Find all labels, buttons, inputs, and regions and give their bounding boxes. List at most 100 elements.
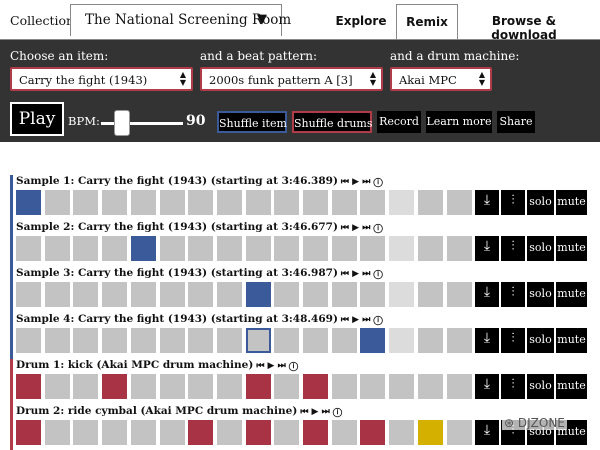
shuffle-drums-button[interactable]: Shuffle drums (292, 111, 373, 133)
step-cell[interactable] (303, 190, 328, 215)
step-cell[interactable] (274, 374, 300, 399)
step-cell[interactable] (274, 190, 300, 215)
step-cell[interactable] (130, 328, 156, 353)
step-cell[interactable] (102, 420, 128, 445)
step-cell[interactable] (245, 190, 271, 215)
step-cell[interactable] (44, 282, 70, 307)
tab-browse-download[interactable]: Browse & download (491, 14, 557, 42)
step-cell[interactable] (16, 374, 41, 399)
step-cell[interactable] (73, 374, 99, 399)
step-cell[interactable] (389, 420, 415, 445)
download-icon[interactable]: ⤓ (475, 282, 499, 307)
step-cell[interactable] (44, 236, 70, 261)
step-cell[interactable] (303, 282, 328, 307)
step-cell[interactable] (389, 328, 415, 353)
step-cell[interactable] (188, 420, 214, 445)
step-cell[interactable] (159, 282, 185, 307)
step-cell[interactable] (245, 374, 271, 399)
step-cell[interactable] (446, 190, 472, 215)
step-cell[interactable] (216, 282, 242, 307)
step-cell[interactable] (73, 420, 99, 445)
solo-button[interactable]: solo (527, 328, 554, 353)
step-cell[interactable] (331, 190, 357, 215)
transport-controls-icon[interactable]: ⏮ ▶ ⏭ ⓘ (340, 177, 383, 187)
step-cell[interactable] (417, 328, 443, 353)
step-cell[interactable] (188, 328, 214, 353)
step-cell[interactable] (216, 190, 242, 215)
mixer-icon[interactable]: ⫶ (501, 282, 525, 307)
bpm-slider-thumb[interactable] (113, 110, 130, 136)
mute-button[interactable]: mute (556, 282, 587, 307)
collection-dropdown[interactable]: The National Screening Room ▼ (70, 4, 291, 36)
step-cell[interactable] (102, 190, 128, 215)
mute-button[interactable]: mute (556, 328, 587, 353)
step-cell[interactable] (331, 420, 357, 445)
step-cell[interactable] (360, 374, 386, 399)
step-cell[interactable] (159, 236, 185, 261)
transport-controls-icon[interactable]: ⏮ ▶ ⏭ ⓘ (340, 223, 383, 233)
step-cell[interactable] (303, 328, 328, 353)
step-cell[interactable] (102, 236, 128, 261)
play-button[interactable]: Play (10, 102, 64, 136)
mute-button[interactable]: mute (556, 374, 587, 399)
learn-more-button[interactable]: Learn more (426, 111, 492, 133)
machine-select[interactable]: Akai MPC ▲ ▼ (390, 67, 492, 91)
tab-remix[interactable]: Remix (396, 4, 458, 40)
step-cell[interactable] (102, 374, 128, 399)
step-cell[interactable] (216, 420, 242, 445)
step-cell[interactable] (331, 328, 357, 353)
step-cell[interactable] (274, 236, 300, 261)
step-cell[interactable] (73, 282, 99, 307)
step-cell[interactable] (130, 420, 156, 445)
step-cell[interactable] (73, 190, 99, 215)
transport-controls-icon[interactable]: ⏮ ▶ ⏭ ⓘ (340, 269, 383, 279)
step-cell[interactable] (159, 190, 185, 215)
shuffle-item-button[interactable]: Shuffle item (217, 111, 287, 133)
bpm-slider-track[interactable] (101, 122, 183, 125)
step-cell[interactable] (245, 328, 271, 353)
step-cell[interactable] (159, 374, 185, 399)
step-cell[interactable] (331, 236, 357, 261)
step-cell[interactable] (130, 190, 156, 215)
step-cell[interactable] (446, 236, 472, 261)
mixer-icon[interactable]: ⫶ (501, 190, 525, 215)
step-cell[interactable] (274, 420, 300, 445)
step-cell[interactable] (44, 328, 70, 353)
step-cell[interactable] (16, 420, 41, 445)
step-cell[interactable] (389, 374, 415, 399)
step-cell[interactable] (16, 328, 41, 353)
mixer-icon[interactable]: ⫶ (501, 236, 525, 261)
step-cell[interactable] (216, 236, 242, 261)
download-icon[interactable]: ⤓ (475, 374, 499, 399)
item-select[interactable]: Carry the fight (1943) ▲ ▼ (10, 67, 193, 91)
step-cell[interactable] (417, 420, 443, 445)
step-cell[interactable] (188, 282, 214, 307)
step-cell[interactable] (188, 236, 214, 261)
step-cell[interactable] (216, 374, 242, 399)
solo-button[interactable]: solo (527, 190, 554, 215)
step-cell[interactable] (303, 420, 328, 445)
step-cell[interactable] (245, 236, 271, 261)
step-cell[interactable] (360, 236, 386, 261)
step-cell[interactable] (446, 420, 472, 445)
step-cell[interactable] (360, 328, 386, 353)
download-icon[interactable]: ⤓ (475, 190, 499, 215)
transport-controls-icon[interactable]: ⏮ ▶ ⏭ ⓘ (300, 407, 343, 417)
step-cell[interactable] (389, 190, 415, 215)
step-cell[interactable] (44, 190, 70, 215)
step-cell[interactable] (188, 374, 214, 399)
step-cell[interactable] (130, 236, 156, 261)
step-cell[interactable] (245, 282, 271, 307)
step-cell[interactable] (216, 328, 242, 353)
solo-button[interactable]: solo (527, 282, 554, 307)
transport-controls-icon[interactable]: ⏮ ▶ ⏭ ⓘ (340, 315, 383, 325)
step-cell[interactable] (417, 190, 443, 215)
step-cell[interactable] (303, 374, 328, 399)
step-cell[interactable] (389, 282, 415, 307)
step-cell[interactable] (274, 282, 300, 307)
step-cell[interactable] (102, 282, 128, 307)
step-cell[interactable] (159, 328, 185, 353)
mixer-icon[interactable]: ⫶ (501, 374, 525, 399)
mute-button[interactable]: mute (556, 190, 587, 215)
step-cell[interactable] (303, 236, 328, 261)
